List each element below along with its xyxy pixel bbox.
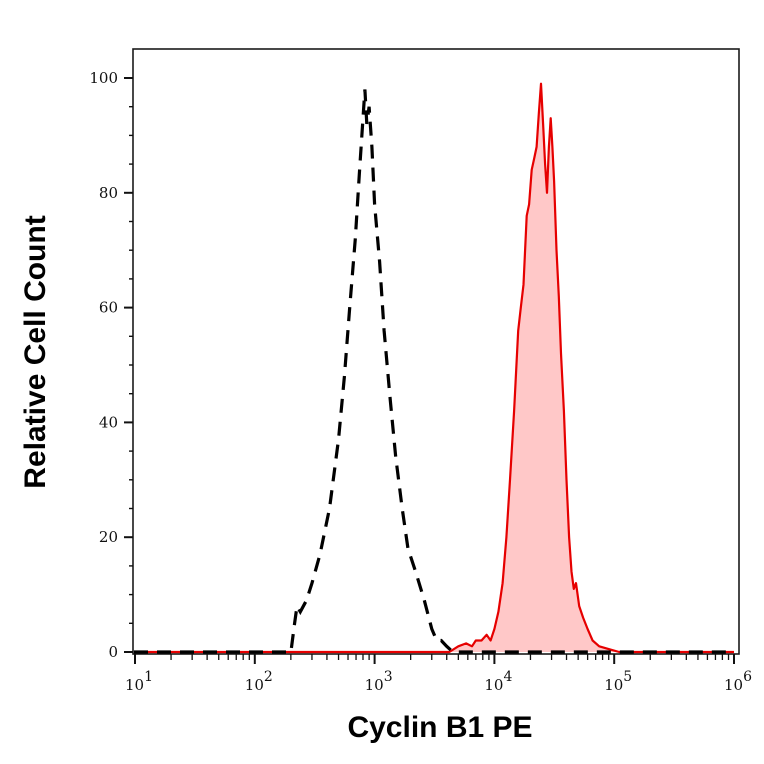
x-tick-label: 104	[484, 669, 512, 694]
plot-frame	[132, 48, 740, 655]
x-axis-title: Cyclin B1 PE	[347, 711, 532, 744]
positive-histogram-line	[134, 82, 734, 654]
x-axis: 101 102 103 104 105 106	[125, 654, 752, 694]
series-layer	[134, 82, 734, 654]
y-tick-label: 100	[89, 69, 118, 87]
positive-histogram-fill	[134, 83, 734, 652]
x-tick-label: 103	[365, 669, 393, 694]
y-tick-label: 60	[99, 299, 118, 317]
y-tick-label: 20	[99, 528, 118, 546]
x-tick-label: 102	[245, 669, 273, 694]
y-tick-label: 80	[99, 184, 118, 202]
x-tick-label: 106	[724, 669, 752, 694]
isotype-control-dashed-line	[134, 89, 734, 654]
x-tick-label: 101	[125, 669, 153, 694]
y-tick-label: 40	[99, 413, 118, 431]
x-tick-label: 105	[604, 669, 632, 694]
y-axis-title: Relative Cell Count	[19, 215, 52, 488]
y-tick-label: 0	[108, 643, 118, 661]
y-axis: 0 20 40 60 80 100	[89, 69, 133, 661]
